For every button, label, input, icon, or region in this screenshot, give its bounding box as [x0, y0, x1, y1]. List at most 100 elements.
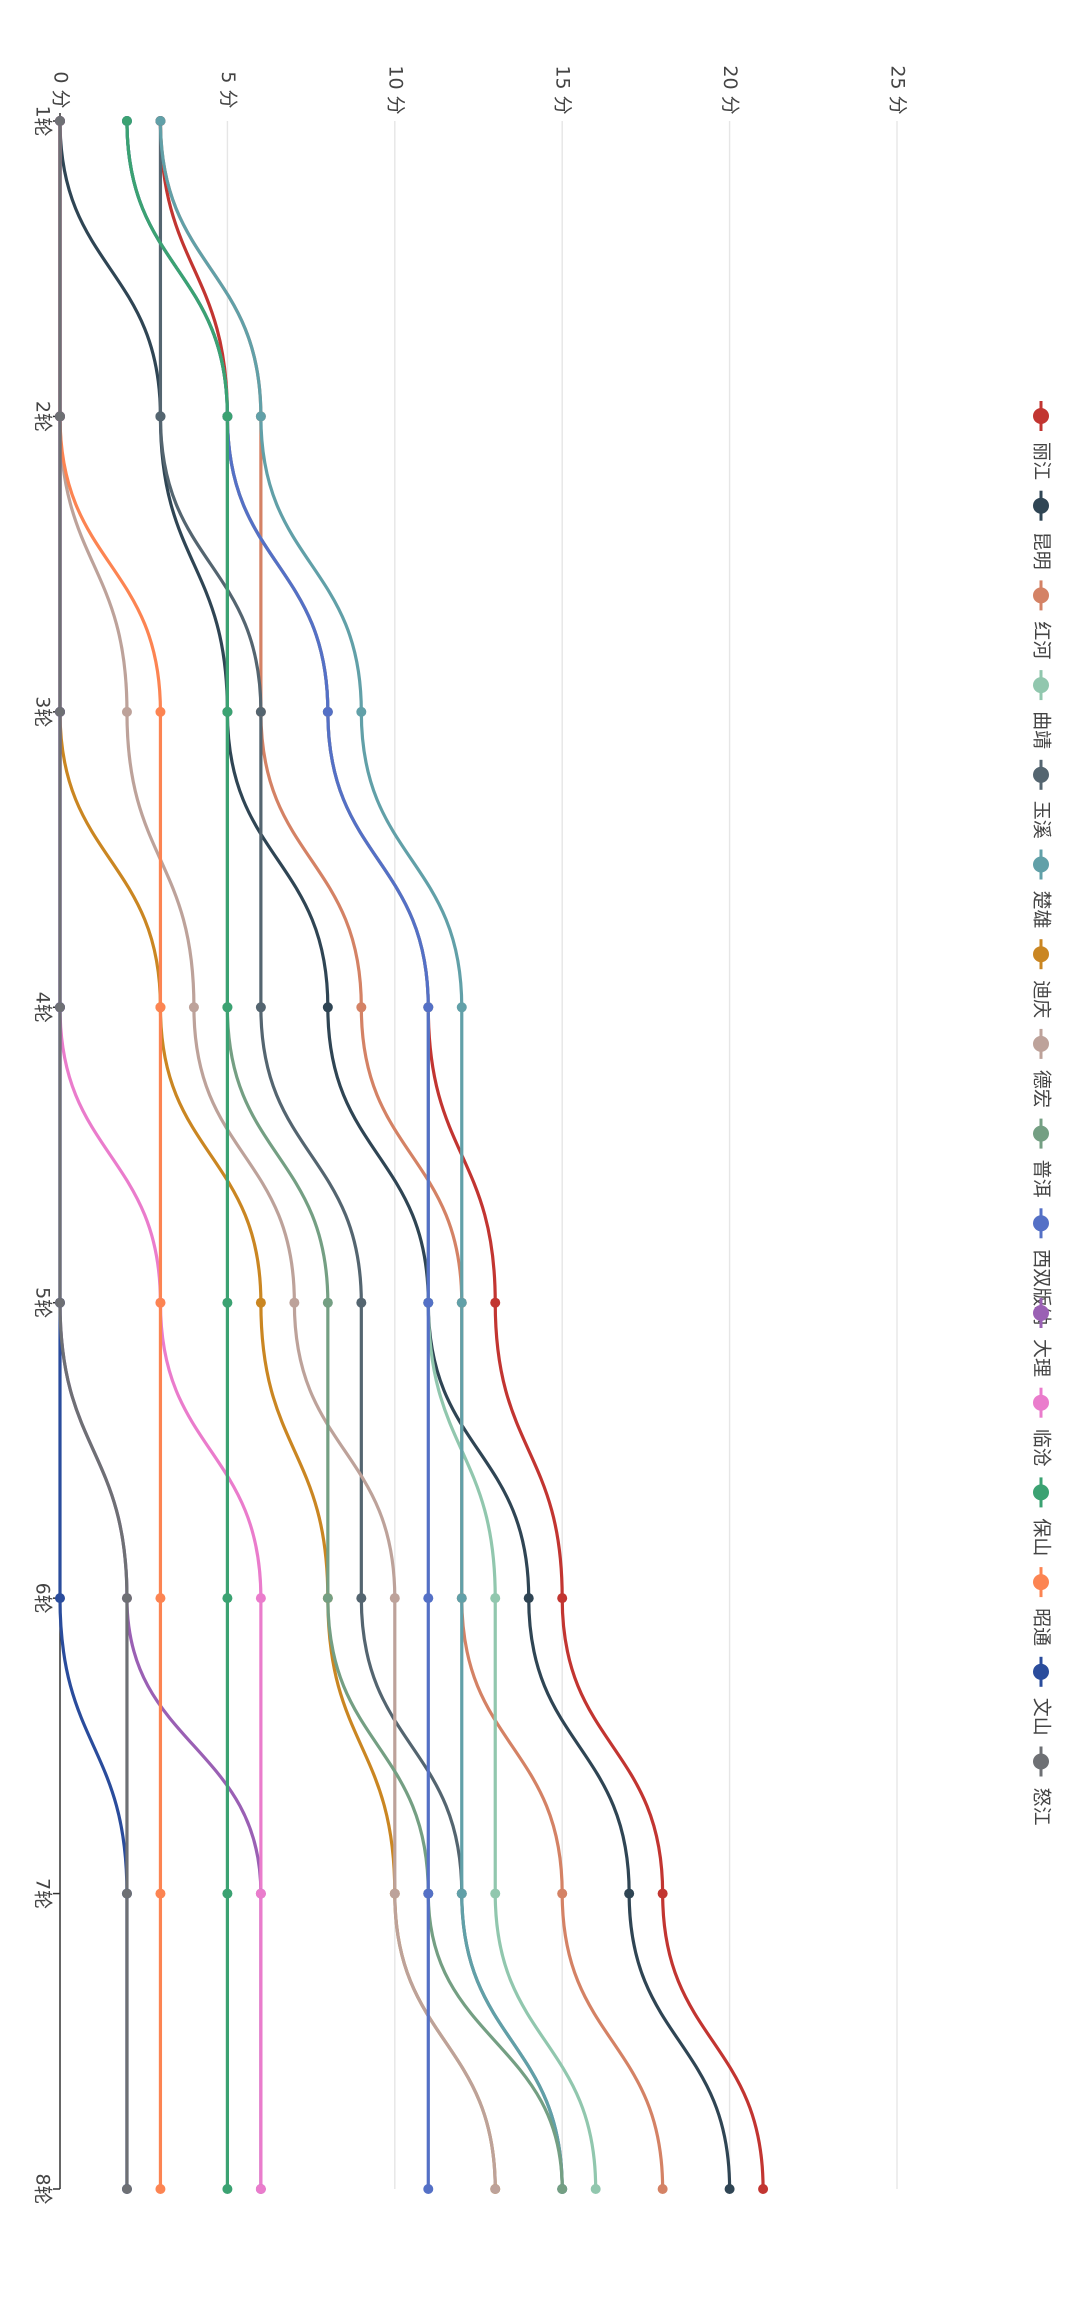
data-point [155, 1593, 166, 1604]
series-line [58, 121, 129, 2189]
legend-label: 怒江 [1031, 1788, 1053, 1826]
data-point [155, 706, 166, 717]
data-point [456, 1297, 467, 1308]
data-point [222, 1888, 233, 1899]
data-point [121, 706, 132, 717]
series-line [158, 120, 665, 2190]
data-point [590, 2184, 601, 2194]
legend-symbol [1033, 1394, 1049, 1411]
series-line [125, 120, 564, 2190]
data-point [523, 1593, 534, 1604]
legend-symbol [1033, 1035, 1049, 1052]
data-point [423, 2184, 434, 2194]
data-point [222, 411, 233, 422]
data-point [490, 1297, 501, 1308]
data-point [557, 1888, 568, 1899]
x-tick-label: 4轮 [32, 992, 54, 1023]
data-point [155, 2184, 166, 2194]
x-tick-label: 2轮 [32, 401, 54, 432]
data-point [423, 1297, 434, 1308]
data-point [222, 1297, 233, 1308]
legend-label: 昆明 [1031, 532, 1053, 570]
data-point [155, 1002, 166, 1013]
data-point [657, 1888, 668, 1899]
data-point [55, 411, 65, 422]
data-point [456, 1593, 467, 1604]
data-point [222, 706, 233, 717]
legend-symbol [1033, 408, 1049, 424]
data-point [121, 116, 132, 126]
data-point [155, 411, 166, 422]
y-tick-label: 0 分 [50, 71, 72, 108]
data-point [356, 1593, 367, 1604]
legend-symbol [1033, 946, 1049, 963]
legend-symbol [1033, 1753, 1049, 1770]
legend-label: 普洱 [1031, 1160, 1053, 1198]
data-point [255, 706, 266, 717]
data-point [389, 1888, 400, 1899]
data-point [55, 706, 65, 717]
x-tick-label: 6轮 [32, 1583, 54, 1614]
legend-symbol [1033, 1484, 1049, 1501]
legend-label: 红河 [1031, 621, 1053, 659]
y-tick-label: 5 分 [217, 71, 239, 108]
data-point [188, 1002, 199, 1013]
legend-symbol [1033, 1125, 1049, 1142]
data-point [255, 1593, 266, 1604]
data-point [322, 1593, 333, 1604]
data-point [624, 1888, 635, 1899]
data-point [356, 1297, 367, 1308]
data-point [423, 1888, 434, 1899]
x-tick-label: 1轮 [32, 105, 54, 136]
data-point [222, 2184, 233, 2194]
data-point [657, 2184, 668, 2194]
data-point [356, 706, 367, 717]
data-point [490, 1593, 501, 1604]
legend-label: 文山 [1031, 1698, 1053, 1736]
series-line [125, 120, 598, 2190]
data-point [121, 1593, 132, 1604]
legend-label: 临沧 [1031, 1429, 1053, 1467]
data-point [456, 1002, 467, 1013]
data-point [55, 1593, 65, 1604]
legend-label: 丽江 [1031, 442, 1053, 480]
data-point [155, 1297, 166, 1308]
legend-symbol [1033, 677, 1049, 694]
data-point [255, 1297, 266, 1308]
series-line [125, 120, 230, 2189]
series-line [58, 121, 163, 2189]
y-tick-label: 20 分 [719, 65, 741, 114]
x-tick-label: 7轮 [32, 1878, 54, 1909]
y-tick-label: 25 分 [887, 65, 909, 114]
x-tick-label: 8轮 [32, 2173, 54, 2204]
legend-symbol [1033, 1574, 1049, 1591]
legend-label: 曲靖 [1031, 711, 1053, 749]
data-point [389, 1593, 400, 1604]
legend-label: 楚雄 [1031, 891, 1053, 929]
legend-symbol [1033, 766, 1049, 783]
data-point [222, 1002, 233, 1013]
data-point [55, 1002, 65, 1013]
series-line [158, 120, 564, 2190]
data-point [322, 1002, 333, 1013]
data-point [255, 1888, 266, 1899]
legend-symbol [1033, 1305, 1049, 1321]
legend-label: 保山 [1031, 1518, 1053, 1556]
data-point [155, 116, 166, 126]
legend-label: 西双版纳 [1031, 1249, 1053, 1325]
data-point [322, 706, 333, 717]
legend-label: 德宏 [1031, 1070, 1053, 1108]
x-tick-label: 3轮 [32, 696, 54, 727]
legend-symbol [1033, 1215, 1049, 1232]
data-point [490, 2184, 501, 2194]
data-point [255, 2184, 266, 2194]
legend-label: 大理 [1031, 1339, 1053, 1377]
data-point [155, 1888, 166, 1899]
y-tick-label: 15 分 [552, 65, 574, 114]
data-point [289, 1297, 300, 1308]
x-tick-label: 5轮 [32, 1287, 54, 1318]
data-point [121, 1888, 132, 1899]
legend-symbol [1033, 856, 1049, 873]
legend-symbol [1033, 497, 1049, 514]
